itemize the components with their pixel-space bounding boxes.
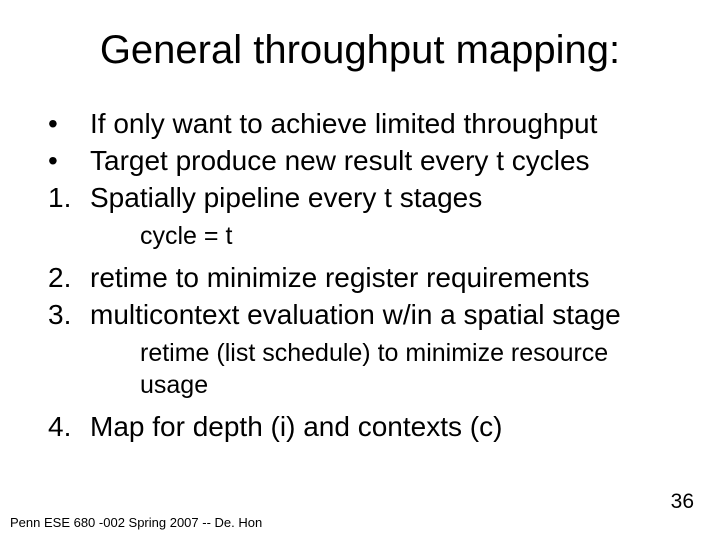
list-item: 4. Map for depth (i) and contexts (c) (44, 409, 700, 444)
bullet-icon: • (44, 106, 90, 141)
list-item-text: Spatially pipeline every t stages (90, 180, 700, 215)
sub-item-text: cycle = t (140, 221, 700, 252)
list-item: 1. Spatially pipeline every t stages (44, 180, 700, 215)
list-number: 2. (44, 260, 90, 295)
slide-title: General throughput mapping: (0, 28, 720, 73)
list-item-text: Target produce new result every t cycles (90, 143, 700, 178)
list-number: 1. (44, 180, 90, 215)
footer-text: Penn ESE 680 -002 Spring 2007 -- De. Hon (10, 515, 262, 530)
list-item-text: multicontext evaluation w/in a spatial s… (90, 297, 700, 332)
bullet-icon: • (44, 143, 90, 178)
list-item-text: retime to minimize register requirements (90, 260, 700, 295)
list-item: • If only want to achieve limited throug… (44, 106, 700, 141)
slide: General throughput mapping: • If only wa… (0, 0, 720, 540)
list-item-text: If only want to achieve limited throughp… (90, 106, 700, 141)
body-list: • If only want to achieve limited throug… (44, 106, 700, 446)
page-number: 36 (671, 490, 694, 514)
list-number: 4. (44, 409, 90, 444)
list-number: 3. (44, 297, 90, 332)
list-item: 3. multicontext evaluation w/in a spatia… (44, 297, 700, 332)
list-item: • Target produce new result every t cycl… (44, 143, 700, 178)
list-item: 2. retime to minimize register requireme… (44, 260, 700, 295)
list-item-text: Map for depth (i) and contexts (c) (90, 409, 700, 444)
sub-item-text: retime (list schedule) to minimize resou… (140, 338, 700, 401)
